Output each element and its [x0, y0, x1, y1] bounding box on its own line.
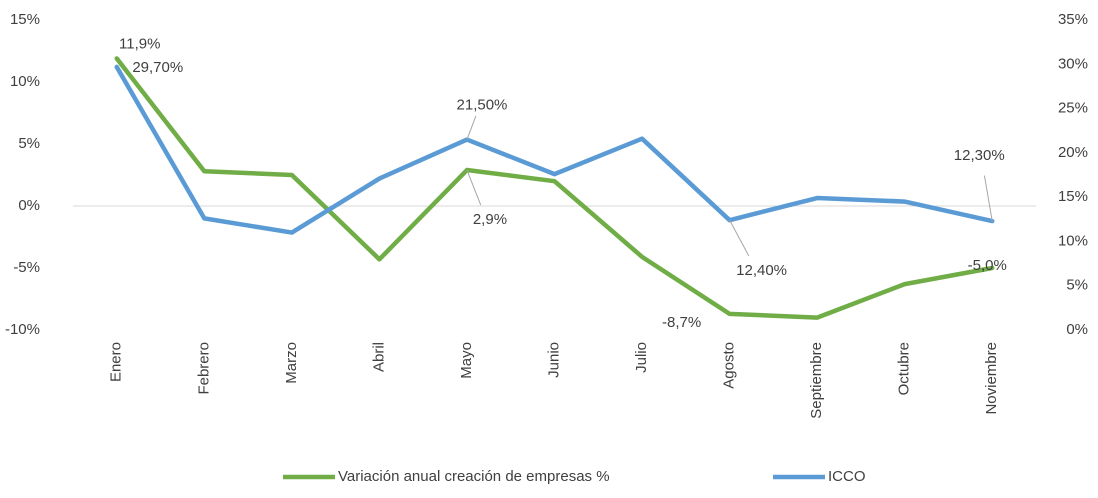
x-tick-label: Agosto — [721, 342, 738, 389]
data-label: 21,50% — [457, 97, 508, 114]
data-label: 29,70% — [132, 59, 183, 76]
leader-line — [983, 175, 993, 222]
x-tick-label: Julio — [633, 342, 650, 373]
data-label: 2,9% — [473, 211, 507, 228]
x-tick-label: Febrero — [195, 342, 212, 395]
data-label: -8,7% — [662, 314, 701, 331]
data-label: -5,0% — [968, 257, 1007, 274]
y2-tick-label: 30% — [1058, 55, 1088, 72]
data-label: 11,9% — [119, 35, 160, 52]
y-tick-label: 10% — [10, 73, 40, 90]
legend-label: Variación anual creación de empresas % — [338, 468, 610, 485]
leader-line — [729, 219, 750, 257]
x-tick-label: Mayo — [458, 342, 475, 379]
series-line — [114, 64, 995, 235]
x-tick-label: Octubre — [896, 342, 913, 395]
x-tick-label: Enero — [108, 342, 125, 382]
y-tick-label: -10% — [5, 321, 40, 338]
x-tick-label: Junio — [545, 342, 562, 378]
y2-tick-label: 0% — [1066, 321, 1088, 338]
y-tick-label: 0% — [18, 197, 40, 214]
leader-line — [466, 169, 482, 206]
data-label: 12,40% — [736, 262, 787, 279]
y2-tick-label: 10% — [1058, 232, 1088, 249]
leader-line — [466, 115, 477, 140]
legend-label: ICCO — [828, 468, 866, 485]
y2-tick-label: 35% — [1058, 11, 1088, 28]
y2-tick-label: 25% — [1058, 100, 1088, 117]
x-tick-label: Marzo — [283, 342, 300, 384]
y-tick-label: -5% — [13, 259, 40, 276]
data-label: 12,30% — [954, 147, 1005, 164]
x-tick-label: Abril — [370, 342, 387, 372]
series-line — [114, 56, 995, 320]
x-tick-label: Septiembre — [808, 342, 825, 419]
y2-tick-label: 15% — [1058, 188, 1088, 205]
x-tick-label: Noviembre — [983, 342, 1000, 415]
y-tick-label: 5% — [18, 135, 40, 152]
y-tick-label: 15% — [10, 11, 40, 28]
y2-tick-label: 5% — [1066, 277, 1088, 294]
y2-tick-label: 20% — [1058, 144, 1088, 161]
